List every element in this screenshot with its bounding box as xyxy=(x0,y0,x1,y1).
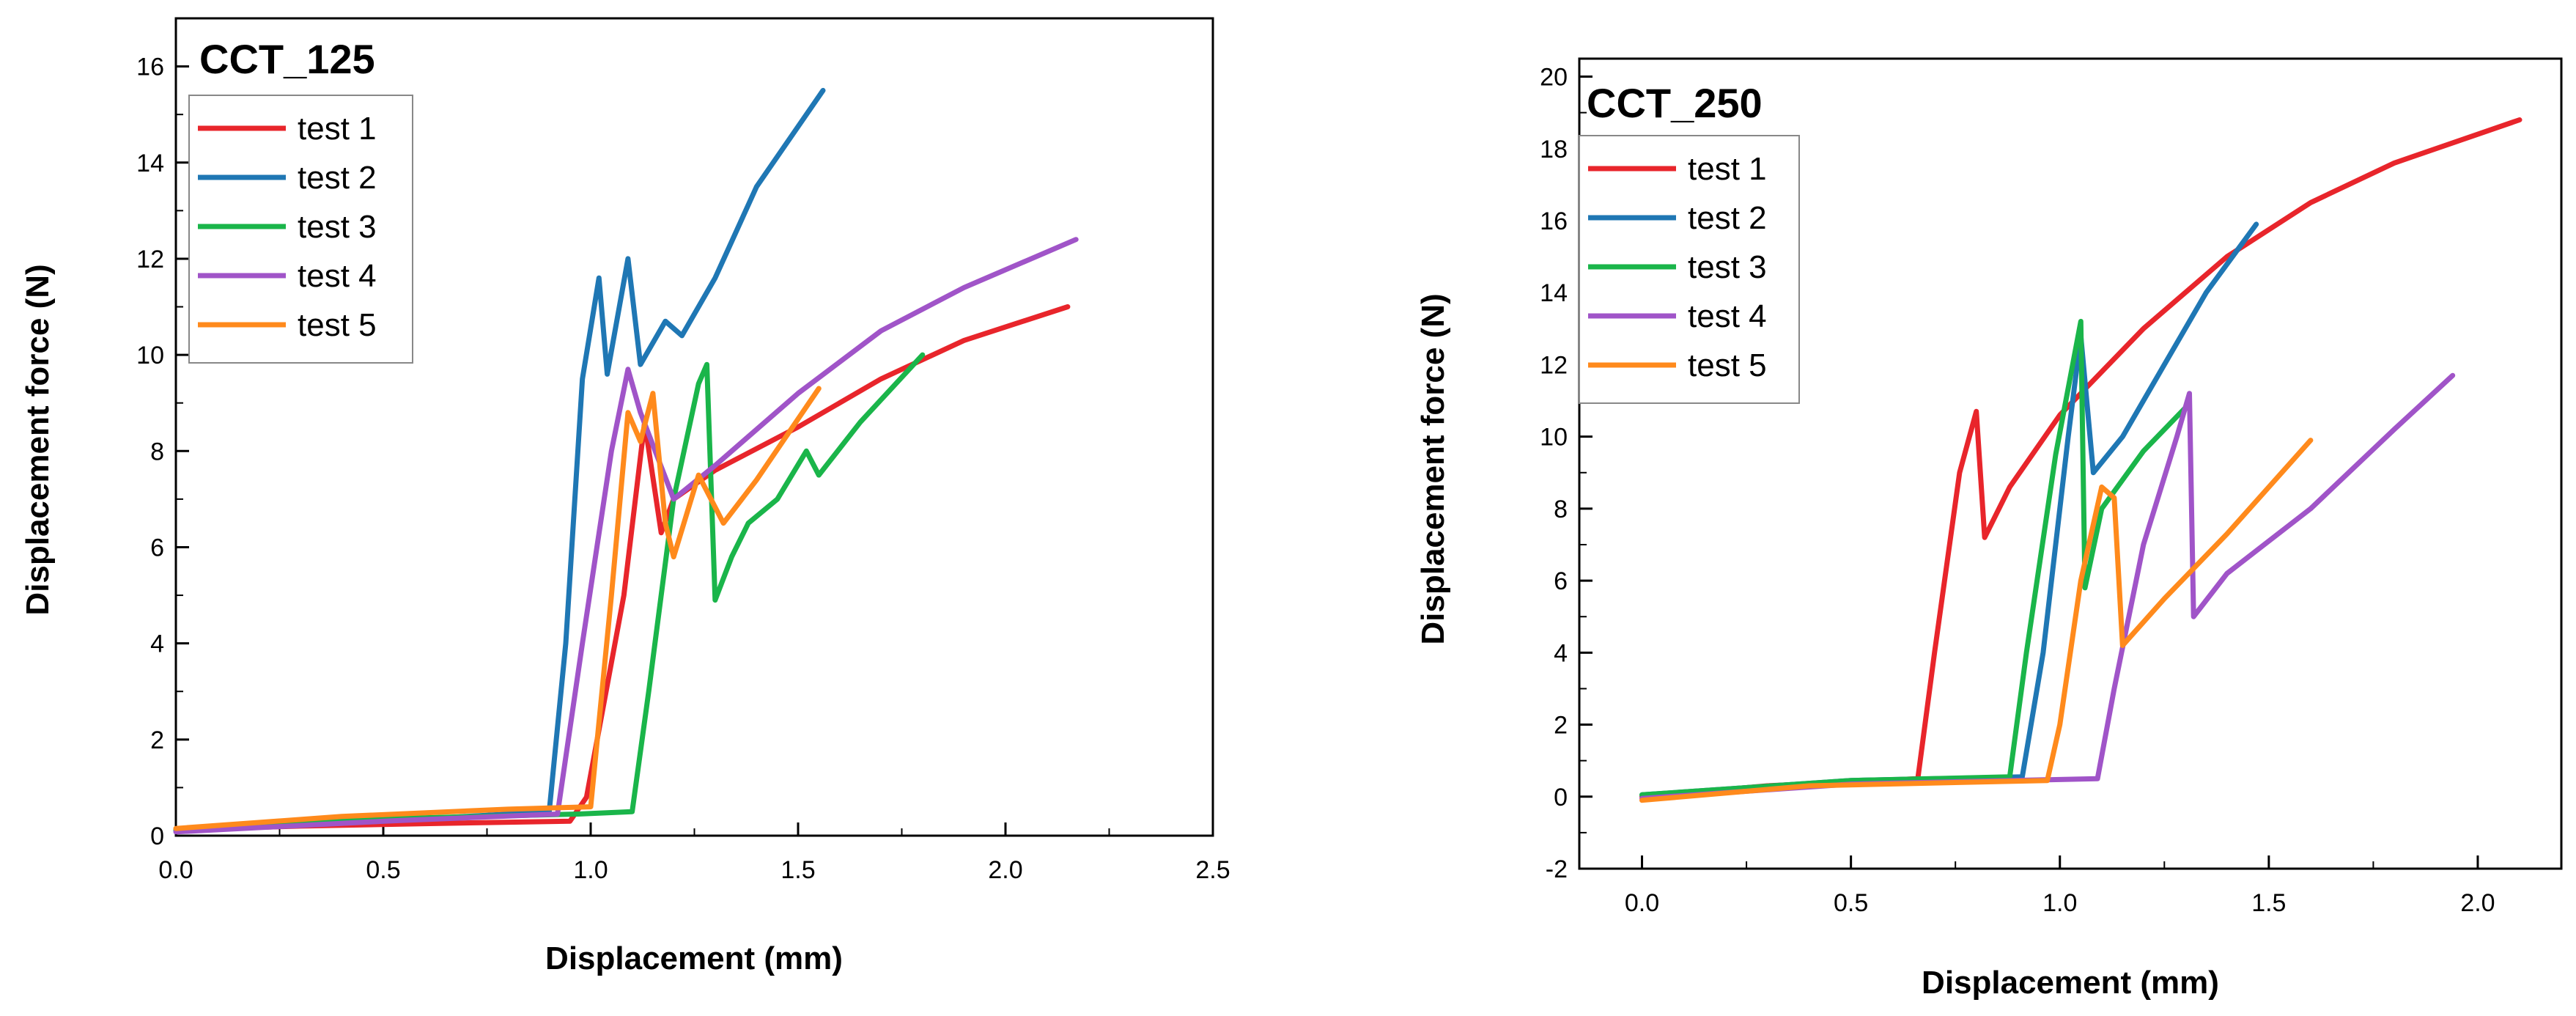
y-tick-label: 10 xyxy=(136,342,164,369)
series-line-test-4 xyxy=(173,237,1079,835)
x-tick-label: 0.0 xyxy=(158,856,193,884)
legend-label: test 2 xyxy=(1688,200,1767,236)
series-line-test-1 xyxy=(1639,117,2523,800)
x-tick-label: 0.0 xyxy=(1625,889,1659,917)
series-line-test-5 xyxy=(173,386,822,831)
x-tick-label: 1.5 xyxy=(2251,889,2286,917)
y-tick-label: 6 xyxy=(1554,567,1568,595)
y-tick-label: -2 xyxy=(1546,855,1568,883)
x-tick-label: 2.0 xyxy=(988,856,1022,884)
legend: test 1 test 2 test 3 test 4 test 5 xyxy=(188,95,413,364)
legend-label: test 3 xyxy=(298,209,377,245)
chart-title: CCT_250 xyxy=(1587,80,1763,126)
legend-label: test 2 xyxy=(298,160,377,196)
legend-label: test 5 xyxy=(298,307,377,343)
chart-cct-250: 0.0 0.5 1.0 1.5 2.0 -2 0 2 4 6 8 10 12 14 16 18 20 CCT_2… xyxy=(1415,57,2563,1001)
y-tick-label: 10 xyxy=(1540,424,1568,452)
y-axis-label: Displacement force (N) xyxy=(20,264,56,615)
plot-frame xyxy=(1578,57,2563,870)
y-tick-label: 6 xyxy=(150,534,164,562)
y-axis-label: Displacement force (N) xyxy=(1415,293,1451,644)
legend: test 1 test 2 test 3 test 4 test 5 xyxy=(1579,135,1800,404)
y-tick-label: 16 xyxy=(136,54,164,81)
chart-title: CCT_125 xyxy=(199,36,375,82)
legend-label: test 1 xyxy=(298,111,377,147)
y-tick-label: 4 xyxy=(1554,639,1568,667)
y-tick-label: 12 xyxy=(136,246,164,273)
x-tick-label: 1.5 xyxy=(780,856,815,884)
y-tick-label: 2 xyxy=(1554,712,1568,740)
legend-label: test 1 xyxy=(1688,151,1767,187)
legend-label: test 4 xyxy=(1688,298,1767,334)
y-tick-label: 8 xyxy=(150,438,164,465)
y-tick-label: 0 xyxy=(1554,784,1568,811)
series-line-test-2 xyxy=(173,87,826,833)
y-tick-label: 8 xyxy=(1554,496,1568,523)
legend-label: test 4 xyxy=(298,258,377,294)
x-axis-label: Displacement (mm) xyxy=(1922,965,2219,1001)
y-tick-label: 2 xyxy=(150,726,164,754)
y-tick-label: 20 xyxy=(1540,64,1568,92)
y-tick-label: 16 xyxy=(1540,207,1568,235)
x-tick-label: 2.0 xyxy=(2460,889,2495,917)
x-axis-label: Displacement (mm) xyxy=(545,940,843,976)
legend-label: test 5 xyxy=(1688,347,1767,383)
y-tick-label: 14 xyxy=(1540,279,1568,307)
y-tick-label: 14 xyxy=(136,150,164,177)
series-line-test-4 xyxy=(1639,372,2456,801)
legend-label: test 3 xyxy=(1688,249,1767,285)
x-tick-label: 1.0 xyxy=(2042,889,2077,917)
y-tick-label: 4 xyxy=(150,630,164,658)
y-tick-label: 0 xyxy=(150,822,164,850)
x-tick-label: 0.5 xyxy=(366,856,400,884)
series-line-test-1 xyxy=(173,304,1071,833)
series-line-test-3 xyxy=(173,352,926,833)
y-tick-label: 12 xyxy=(1540,351,1568,379)
x-tick-label: 2.5 xyxy=(1195,856,1230,884)
y-tick-label: 18 xyxy=(1540,136,1568,163)
x-tick-label: 1.0 xyxy=(573,856,608,884)
x-tick-label: 0.5 xyxy=(1834,889,1868,917)
series-line-test-5 xyxy=(1639,438,2314,803)
series-line-test-3 xyxy=(1639,319,2188,798)
